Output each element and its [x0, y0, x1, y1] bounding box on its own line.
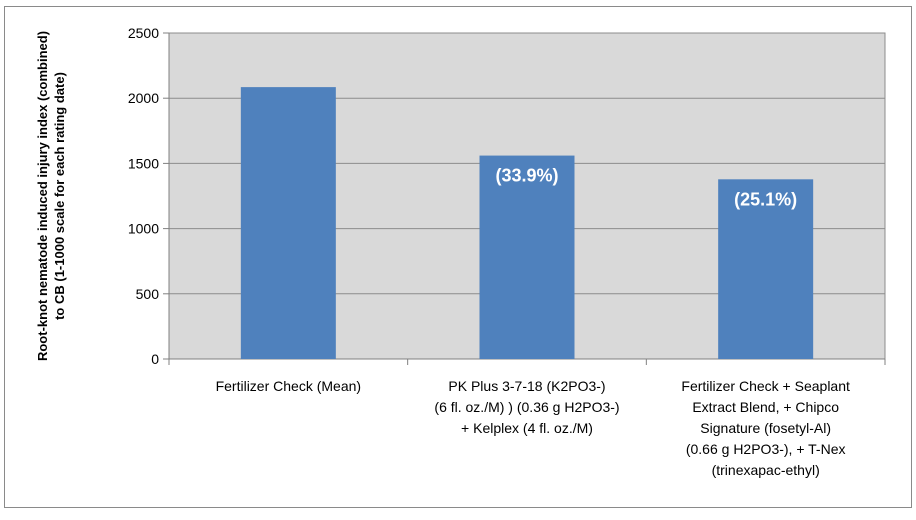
y-tick-label: 2000: [128, 90, 159, 106]
bar-chart: 0 500 1000 1500 2000 2500 Fertilizer Check (M…: [35, 25, 886, 478]
data-label: (25.1%): [734, 189, 797, 209]
category-label: PK Plus 3-7-18 (K2PO3-) (6 fl. oz./M) ) (…: [434, 378, 619, 436]
category-label: Fertilizer Check (Mean): [216, 378, 361, 394]
y-tick-label: 500: [136, 286, 160, 302]
bar: [240, 87, 336, 359]
y-tick-label: 1000: [128, 221, 159, 237]
y-tick-label: 0: [151, 351, 159, 367]
y-tick-label: 1500: [128, 155, 159, 171]
data-label: (33.9%): [495, 166, 558, 186]
chart-frame: 0 500 1000 1500 2000 2500 Fertilizer Check (M…: [4, 6, 912, 508]
y-tick-labels: 0 500 1000 1500 2000 2500: [128, 25, 159, 367]
category-label: Fertilizer Check + Seaplant Extract Blend…: [681, 378, 850, 478]
bar: [718, 179, 814, 359]
bar: [479, 155, 575, 359]
y-tick-label: 2500: [128, 25, 159, 41]
data-labels: (33.9%) (25.1%): [495, 166, 797, 210]
category-labels: Fertilizer Check (Mean) PK Plus 3-7-18 (K…: [216, 378, 850, 478]
y-axis-label: Root-knot nematode induced injury index …: [35, 31, 67, 361]
bars: [240, 87, 814, 359]
